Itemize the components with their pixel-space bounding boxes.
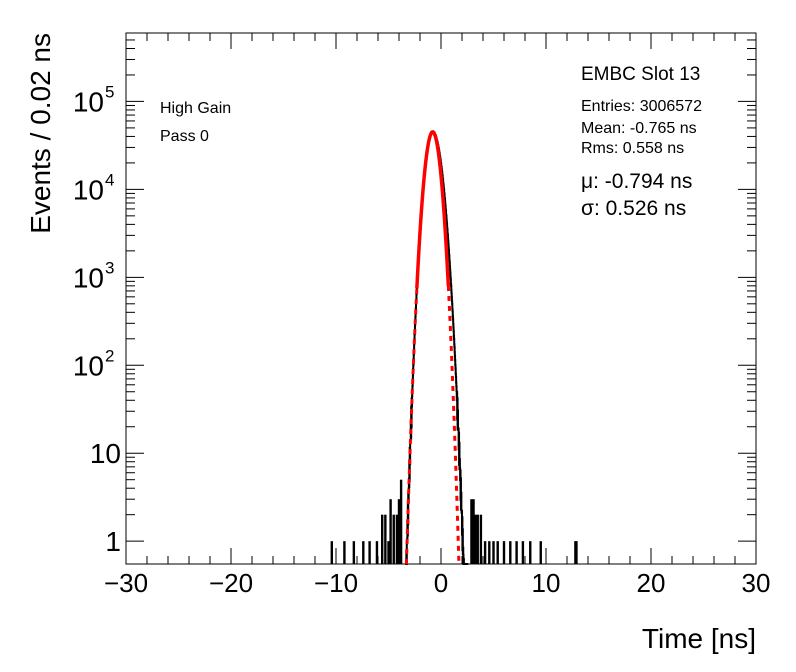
x-tick-label: 0 (434, 568, 448, 598)
histogram-bin (476, 514, 479, 564)
y-tick-label: 10 (73, 174, 104, 205)
histogram-bin (375, 541, 379, 564)
histogram-bin (395, 514, 399, 564)
histogram-bin (343, 541, 346, 564)
y-tick-label: 10 (73, 262, 104, 293)
y-tick-label: 10 (73, 86, 104, 117)
y-tick-exponent: 3 (105, 258, 114, 277)
y-axis-ticks (126, 32, 756, 542)
x-tick-label: −30 (104, 568, 148, 598)
x-tick-label: 20 (637, 568, 666, 598)
histogram-core-outline (405, 130, 469, 565)
y-axis-label: Events / 0.02 ns (25, 33, 56, 234)
histogram-bin (488, 541, 491, 564)
y-tick-label: 1 (105, 526, 121, 557)
histogram-bin (472, 499, 475, 564)
x-tick-label: 30 (742, 568, 771, 598)
histogram-bin (539, 541, 542, 564)
x-axis-tick-labels: −30 −20 −10 0 10 20 30 (104, 568, 771, 598)
x-tick-label: 10 (532, 568, 561, 598)
histogram-bin (387, 541, 390, 564)
histogram-bin (362, 541, 365, 564)
histogram-bin (496, 541, 499, 564)
histogram-bin (392, 514, 395, 564)
y-tick-label: 10 (73, 350, 104, 381)
gain-label: High Gain (160, 100, 231, 117)
fit-mu-label: μ: -0.794 ns (581, 170, 692, 193)
x-tick-label: −10 (314, 568, 358, 598)
gaussian-fit-series (404, 130, 461, 566)
fit-sigma-label: σ: 0.526 ns (581, 197, 686, 220)
histogram-bin (381, 514, 384, 564)
histogram-bin (575, 541, 578, 564)
histogram-bin (515, 541, 518, 564)
histogram-bin (399, 479, 403, 564)
histogram-bin (330, 541, 333, 564)
y-tick-exponent: 2 (105, 346, 114, 365)
fit-curve-core (415, 130, 451, 289)
x-axis-label: Time [ns] (642, 623, 756, 654)
fit-curve-left-tail (404, 288, 419, 565)
y-tick-exponent: 5 (105, 82, 114, 101)
stats-rms: Rms: 0.558 ns (581, 140, 684, 157)
pass-label: Pass 0 (160, 128, 209, 145)
y-tick-exponent: 4 (105, 170, 114, 189)
fit-curve-right-tail (446, 285, 461, 566)
x-tick-label: −20 (209, 568, 253, 598)
stats-mean: Mean: -0.765 ns (581, 120, 697, 137)
chart-title: EMBC Slot 13 (581, 64, 700, 85)
y-tick-label: 10 (90, 438, 121, 469)
histogram-bin (509, 541, 512, 564)
histogram-bin (470, 499, 473, 564)
histogram-bin (384, 514, 387, 564)
histogram-bin (492, 541, 495, 564)
histogram-bin (479, 514, 483, 564)
histogram-bin (521, 541, 525, 564)
histogram-bin (352, 541, 356, 564)
histogram-bin (368, 541, 371, 564)
histogram-bin (397, 499, 401, 564)
histogram-bin (389, 499, 392, 564)
stats-entries: Entries: 3006572 (581, 98, 702, 115)
histogram-bin (529, 541, 532, 564)
histogram-bin (474, 514, 477, 564)
histogram-series (330, 130, 578, 565)
histogram-bin (502, 541, 506, 564)
histogram-bin (483, 541, 487, 564)
